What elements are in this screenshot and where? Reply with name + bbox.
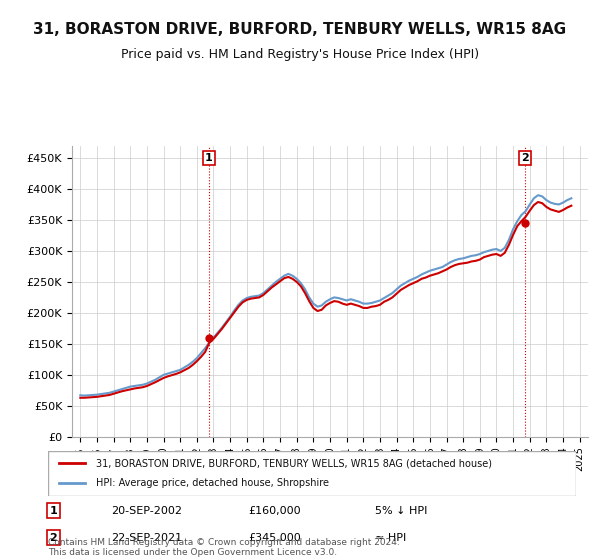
Text: Contains HM Land Registry data © Crown copyright and database right 2024.
This d: Contains HM Land Registry data © Crown c… [48,538,400,557]
Text: 1: 1 [205,153,212,163]
Text: 22-SEP-2021: 22-SEP-2021 [112,533,182,543]
Text: Price paid vs. HM Land Registry's House Price Index (HPI): Price paid vs. HM Land Registry's House … [121,48,479,60]
Text: £345,000: £345,000 [248,533,301,543]
Text: £160,000: £160,000 [248,506,301,516]
Text: 20-SEP-2002: 20-SEP-2002 [112,506,182,516]
Text: 2: 2 [521,153,529,163]
Text: 2: 2 [49,533,57,543]
Text: 31, BORASTON DRIVE, BURFORD, TENBURY WELLS, WR15 8AG (detached house): 31, BORASTON DRIVE, BURFORD, TENBURY WEL… [95,458,491,468]
Text: HPI: Average price, detached house, Shropshire: HPI: Average price, detached house, Shro… [95,478,329,488]
Text: 31, BORASTON DRIVE, BURFORD, TENBURY WELLS, WR15 8AG: 31, BORASTON DRIVE, BURFORD, TENBURY WEL… [34,22,566,38]
FancyBboxPatch shape [48,451,576,496]
Text: ≈ HPI: ≈ HPI [376,533,407,543]
Text: 5% ↓ HPI: 5% ↓ HPI [376,506,428,516]
Text: 1: 1 [49,506,57,516]
